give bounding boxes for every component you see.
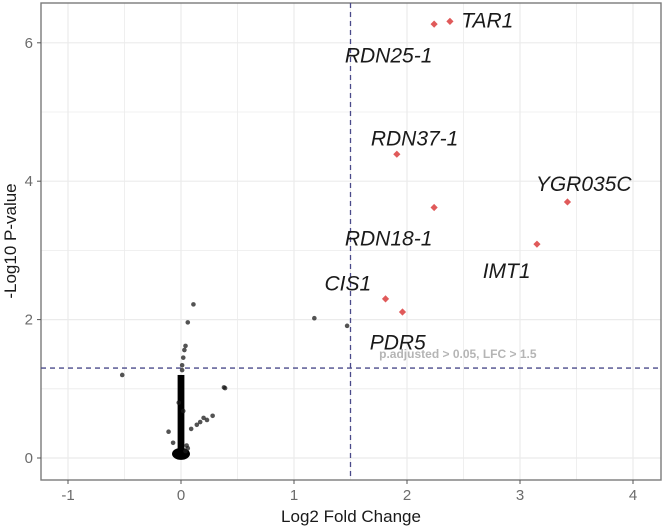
x-tick-label: 2	[403, 487, 411, 504]
gene-label-ygr035c: YGR035C	[536, 173, 633, 196]
data-point	[166, 429, 171, 435]
data-point	[312, 315, 317, 321]
data-point	[182, 347, 187, 353]
y-tick-label: 2	[25, 312, 33, 329]
data-point	[210, 413, 215, 419]
data-point	[119, 372, 125, 378]
y-tick-label: 4	[25, 173, 33, 190]
data-point	[221, 385, 227, 390]
x-tick-label: 4	[629, 487, 637, 504]
data-point	[204, 417, 210, 423]
x-tick-label: 3	[516, 487, 524, 504]
significant-point-imt1	[533, 240, 541, 248]
significant-point-rdn18-1	[430, 203, 438, 212]
gene-labels: TAR1 RDN25-1 RDN37-1 RDN18-1 YGR035C IMT1 CIS1…	[325, 10, 633, 355]
y-axis-ticks: 0 2 4 6	[25, 35, 41, 467]
x-tick-label: 0	[177, 487, 185, 504]
data-point	[185, 320, 191, 325]
data-point	[170, 440, 176, 446]
data-point	[180, 408, 186, 414]
data-point	[344, 323, 350, 329]
y-tick-label: 6	[25, 35, 33, 52]
significant-point-pdr5	[398, 308, 407, 316]
gene-label-tar1: TAR1	[461, 10, 513, 33]
x-axis-ticks: -1 0 1 2 3 4	[61, 480, 637, 504]
significant-point-ygr035c	[563, 198, 572, 206]
x-tick-label: -1	[61, 487, 74, 504]
threshold-lines	[41, 3, 661, 480]
gene-label-imt1: IMT1	[483, 260, 531, 283]
threshold-annotation: p.adjusted > 0.05, LFC > 1.5	[379, 347, 537, 361]
significant-points	[381, 17, 572, 316]
y-axis-title: -Log10 P-value	[1, 183, 20, 298]
data-point	[176, 400, 182, 405]
data-point	[179, 362, 185, 368]
significant-point-cis1	[381, 295, 390, 303]
data-point	[188, 426, 194, 432]
gene-label-cis1: CIS1	[325, 273, 372, 296]
significant-point-tar1	[446, 17, 454, 25]
cluster-column	[177, 374, 185, 458]
data-point	[201, 415, 206, 421]
gene-label-rdn18-1: RDN18-1	[345, 228, 433, 251]
x-tick-label: 1	[290, 487, 298, 504]
x-axis-title: Log2 Fold Change	[281, 507, 421, 526]
gene-label-pdr5: PDR5	[370, 331, 426, 354]
data-point	[191, 302, 196, 307]
data-point	[194, 422, 200, 428]
data-point	[180, 355, 186, 360]
significant-point-rdn37-1	[393, 150, 401, 158]
gene-label-rdn25-1: RDN25-1	[345, 44, 433, 67]
significant-point-rdn25-1	[430, 20, 438, 28]
data-point	[197, 419, 203, 425]
nonsignificant-points	[119, 302, 350, 454]
y-tick-label: 0	[25, 450, 33, 467]
data-point	[185, 446, 191, 451]
gene-label-rdn37-1: RDN37-1	[371, 127, 459, 150]
data-point	[183, 343, 188, 349]
data-point	[179, 367, 185, 373]
